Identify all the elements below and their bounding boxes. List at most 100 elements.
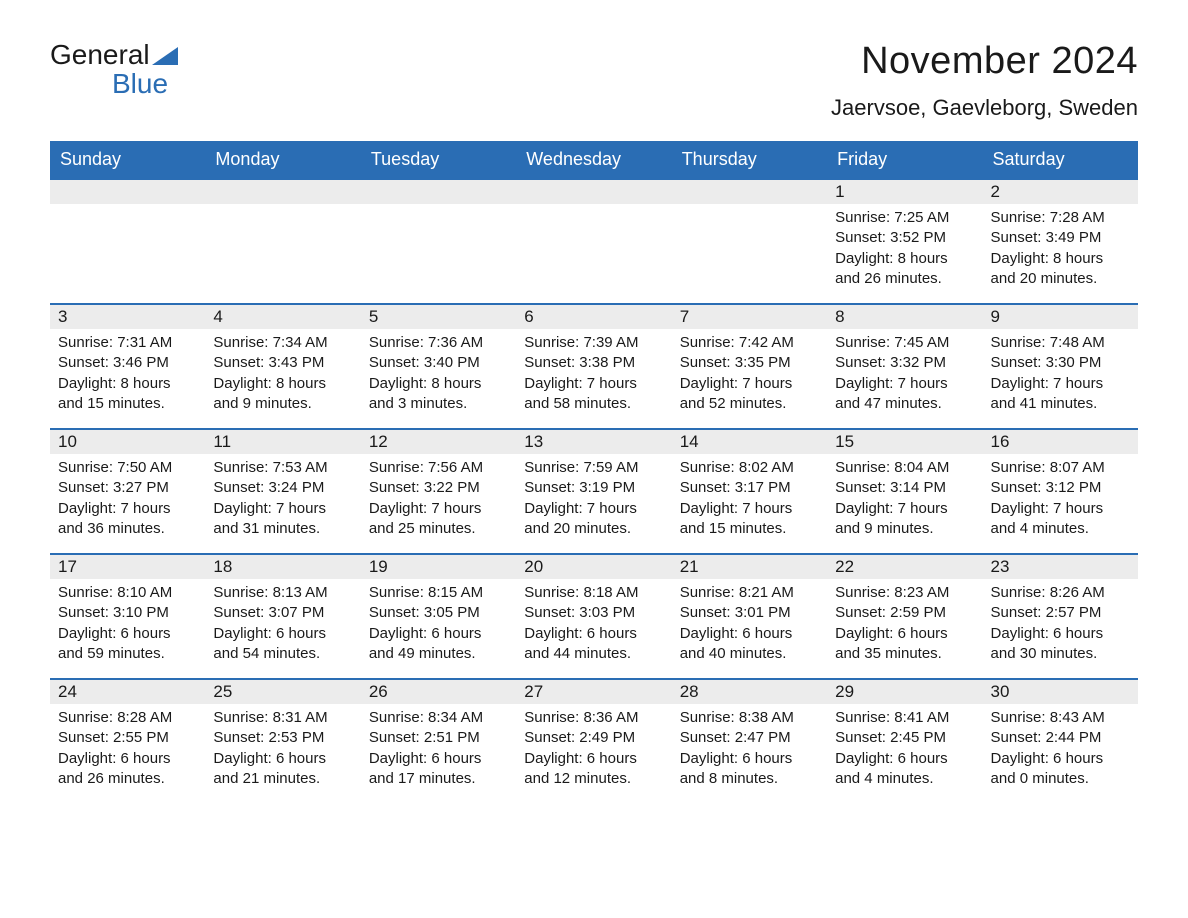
daylight-line-1: Daylight: 6 hours <box>835 624 974 644</box>
daylight-line-1: Daylight: 6 hours <box>680 749 819 769</box>
day-info: Sunrise: 8:41 AMSunset: 2:45 PMDaylight:… <box>827 704 982 789</box>
title-block: November 2024 Jaervsoe, Gaevleborg, Swed… <box>831 40 1138 121</box>
day-info: Sunrise: 8:07 AMSunset: 3:12 PMDaylight:… <box>983 454 1138 539</box>
day-info: Sunrise: 7:53 AMSunset: 3:24 PMDaylight:… <box>205 454 360 539</box>
day-info: Sunrise: 7:56 AMSunset: 3:22 PMDaylight:… <box>361 454 516 539</box>
day-number-row: 10 <box>50 428 205 454</box>
daylight-line-2: and 47 minutes. <box>835 394 974 414</box>
day-number-row: 23 <box>983 553 1138 579</box>
day-info: Sunrise: 8:34 AMSunset: 2:51 PMDaylight:… <box>361 704 516 789</box>
day-cell: 12Sunrise: 7:56 AMSunset: 3:22 PMDayligh… <box>361 428 516 553</box>
sunset-line: Sunset: 2:49 PM <box>524 728 663 748</box>
day-info: Sunrise: 8:10 AMSunset: 3:10 PMDaylight:… <box>50 579 205 664</box>
sunset-line: Sunset: 3:05 PM <box>369 603 508 623</box>
daylight-line-1: Daylight: 6 hours <box>680 624 819 644</box>
day-cell: . <box>361 178 516 303</box>
day-info: Sunrise: 7:59 AMSunset: 3:19 PMDaylight:… <box>516 454 671 539</box>
daylight-line-1: Daylight: 8 hours <box>991 249 1130 269</box>
day-info: Sunrise: 7:36 AMSunset: 3:40 PMDaylight:… <box>361 329 516 414</box>
sunrise-line: Sunrise: 7:45 AM <box>835 333 974 353</box>
day-cell: 30Sunrise: 8:43 AMSunset: 2:44 PMDayligh… <box>983 678 1138 803</box>
sunrise-line: Sunrise: 7:36 AM <box>369 333 508 353</box>
sunset-line: Sunset: 3:43 PM <box>213 353 352 373</box>
sunset-line: Sunset: 3:49 PM <box>991 228 1130 248</box>
sunrise-line: Sunrise: 7:56 AM <box>369 458 508 478</box>
sunrise-line: Sunrise: 7:53 AM <box>213 458 352 478</box>
daylight-line-2: and 20 minutes. <box>524 519 663 539</box>
day-number-row: . <box>50 178 205 204</box>
sunrise-line: Sunrise: 8:18 AM <box>524 583 663 603</box>
day-info: Sunrise: 7:31 AMSunset: 3:46 PMDaylight:… <box>50 329 205 414</box>
sunrise-line: Sunrise: 8:31 AM <box>213 708 352 728</box>
daylight-line-2: and 54 minutes. <box>213 644 352 664</box>
day-cell: 23Sunrise: 8:26 AMSunset: 2:57 PMDayligh… <box>983 553 1138 678</box>
daylight-line-2: and 4 minutes. <box>991 519 1130 539</box>
day-info: Sunrise: 8:18 AMSunset: 3:03 PMDaylight:… <box>516 579 671 664</box>
sunset-line: Sunset: 3:12 PM <box>991 478 1130 498</box>
sunset-line: Sunset: 3:35 PM <box>680 353 819 373</box>
sunrise-line: Sunrise: 7:59 AM <box>524 458 663 478</box>
sunrise-line: Sunrise: 8:13 AM <box>213 583 352 603</box>
daylight-line-1: Daylight: 7 hours <box>680 499 819 519</box>
calendar-header-row: SundayMondayTuesdayWednesdayThursdayFrid… <box>50 141 1138 178</box>
day-info: Sunrise: 7:45 AMSunset: 3:32 PMDaylight:… <box>827 329 982 414</box>
day-cell: 16Sunrise: 8:07 AMSunset: 3:12 PMDayligh… <box>983 428 1138 553</box>
day-number-row: 25 <box>205 678 360 704</box>
daylight-line-1: Daylight: 7 hours <box>835 499 974 519</box>
day-number-row: 13 <box>516 428 671 454</box>
day-cell: . <box>205 178 360 303</box>
daylight-line-1: Daylight: 6 hours <box>213 749 352 769</box>
daylight-line-2: and 36 minutes. <box>58 519 197 539</box>
day-number-row: 11 <box>205 428 360 454</box>
month-title: November 2024 <box>831 40 1138 83</box>
daylight-line-2: and 41 minutes. <box>991 394 1130 414</box>
day-cell: 8Sunrise: 7:45 AMSunset: 3:32 PMDaylight… <box>827 303 982 428</box>
daylight-line-2: and 58 minutes. <box>524 394 663 414</box>
daylight-line-1: Daylight: 8 hours <box>213 374 352 394</box>
day-info: Sunrise: 8:02 AMSunset: 3:17 PMDaylight:… <box>672 454 827 539</box>
daylight-line-2: and 17 minutes. <box>369 769 508 789</box>
sunset-line: Sunset: 3:22 PM <box>369 478 508 498</box>
week-row: 24Sunrise: 8:28 AMSunset: 2:55 PMDayligh… <box>50 678 1138 803</box>
sunrise-line: Sunrise: 8:15 AM <box>369 583 508 603</box>
sunrise-line: Sunrise: 8:28 AM <box>58 708 197 728</box>
sunset-line: Sunset: 3:14 PM <box>835 478 974 498</box>
day-cell: 11Sunrise: 7:53 AMSunset: 3:24 PMDayligh… <box>205 428 360 553</box>
daylight-line-2: and 9 minutes. <box>213 394 352 414</box>
sunrise-line: Sunrise: 8:21 AM <box>680 583 819 603</box>
day-info: Sunrise: 8:21 AMSunset: 3:01 PMDaylight:… <box>672 579 827 664</box>
sunset-line: Sunset: 3:19 PM <box>524 478 663 498</box>
day-cell: 25Sunrise: 8:31 AMSunset: 2:53 PMDayligh… <box>205 678 360 803</box>
day-header: Friday <box>827 141 982 178</box>
day-cell: 20Sunrise: 8:18 AMSunset: 3:03 PMDayligh… <box>516 553 671 678</box>
daylight-line-2: and 15 minutes. <box>680 519 819 539</box>
daylight-line-1: Daylight: 6 hours <box>58 624 197 644</box>
day-number-row: 5 <box>361 303 516 329</box>
daylight-line-1: Daylight: 6 hours <box>524 624 663 644</box>
day-cell: 3Sunrise: 7:31 AMSunset: 3:46 PMDaylight… <box>50 303 205 428</box>
day-number-row: 28 <box>672 678 827 704</box>
day-cell: 26Sunrise: 8:34 AMSunset: 2:51 PMDayligh… <box>361 678 516 803</box>
day-number-row: 19 <box>361 553 516 579</box>
day-info: Sunrise: 7:42 AMSunset: 3:35 PMDaylight:… <box>672 329 827 414</box>
week-row: 10Sunrise: 7:50 AMSunset: 3:27 PMDayligh… <box>50 428 1138 553</box>
day-number-row: 16 <box>983 428 1138 454</box>
sunrise-line: Sunrise: 8:10 AM <box>58 583 197 603</box>
day-cell: . <box>516 178 671 303</box>
day-number-row: 14 <box>672 428 827 454</box>
day-info: Sunrise: 7:25 AMSunset: 3:52 PMDaylight:… <box>827 204 982 289</box>
day-cell: 14Sunrise: 8:02 AMSunset: 3:17 PMDayligh… <box>672 428 827 553</box>
daylight-line-1: Daylight: 6 hours <box>369 749 508 769</box>
day-header: Monday <box>205 141 360 178</box>
sunset-line: Sunset: 3:38 PM <box>524 353 663 373</box>
day-cell: 13Sunrise: 7:59 AMSunset: 3:19 PMDayligh… <box>516 428 671 553</box>
daylight-line-2: and 21 minutes. <box>213 769 352 789</box>
sunset-line: Sunset: 3:27 PM <box>58 478 197 498</box>
day-number-row: 17 <box>50 553 205 579</box>
sunset-line: Sunset: 3:17 PM <box>680 478 819 498</box>
sunset-line: Sunset: 3:52 PM <box>835 228 974 248</box>
daylight-line-2: and 44 minutes. <box>524 644 663 664</box>
day-cell: 21Sunrise: 8:21 AMSunset: 3:01 PMDayligh… <box>672 553 827 678</box>
day-info: Sunrise: 7:34 AMSunset: 3:43 PMDaylight:… <box>205 329 360 414</box>
daylight-line-1: Daylight: 6 hours <box>835 749 974 769</box>
